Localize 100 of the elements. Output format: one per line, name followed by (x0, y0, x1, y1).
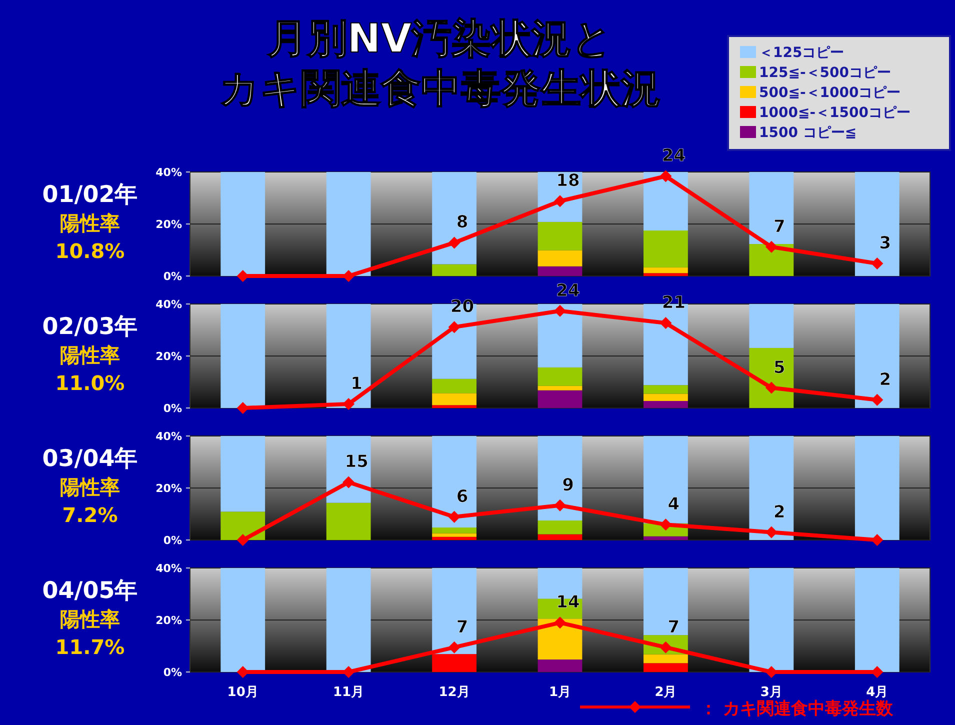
text: 7.2% (62, 503, 118, 527)
text: 陽性率 (60, 211, 120, 235)
bar (220, 568, 266, 672)
bar (326, 304, 371, 408)
bar (326, 568, 371, 672)
bar (854, 436, 900, 540)
bar (432, 536, 476, 540)
point (236, 534, 249, 546)
bar (432, 405, 476, 408)
bar (854, 568, 900, 672)
bar (854, 304, 900, 408)
y-tick-label: 40% (156, 166, 182, 179)
x-tick-label: 10月 (227, 685, 258, 700)
point (554, 304, 566, 317)
bar (538, 222, 582, 250)
point (765, 526, 778, 538)
bar (644, 230, 688, 268)
point (871, 394, 884, 406)
legend-label: 1000≦-＜1500コピー (759, 105, 910, 121)
data-label: 1 (350, 374, 362, 394)
point (342, 476, 355, 488)
text: 陽性率 (60, 475, 120, 499)
bar (432, 264, 476, 276)
text: 11.7% (55, 635, 125, 659)
data-label: 7 (774, 216, 786, 237)
chart-subtitle: カキ関連食中毒発生状況 (219, 66, 661, 112)
y-tick-label: 0% (163, 402, 182, 415)
data-label: 2 (774, 502, 786, 522)
data-label: 24 (662, 146, 686, 166)
text: 11.0% (55, 371, 125, 395)
bar (220, 436, 266, 512)
bar (538, 367, 582, 386)
bar (644, 172, 688, 230)
bar (644, 394, 688, 401)
legend-label: ＜125コピー (759, 45, 844, 61)
data-label: 9 (562, 475, 574, 496)
y-tick-label: 0% (163, 666, 182, 679)
bar (432, 533, 476, 537)
bar (432, 393, 476, 406)
text: 陽性率 (60, 343, 120, 367)
point (871, 258, 884, 270)
text: 陽性率 (60, 607, 120, 631)
text: 03/04年 (42, 446, 138, 472)
y-tick-label: 20% (156, 482, 182, 495)
point (448, 510, 460, 523)
bar (326, 436, 371, 503)
data-label: 24 (556, 280, 580, 301)
data-label: 3 (879, 234, 892, 254)
y-tick-label: 20% (156, 218, 182, 231)
point (236, 402, 249, 414)
point (448, 321, 460, 334)
bar (644, 663, 688, 672)
bar (538, 660, 582, 672)
y-tick-label: 20% (156, 350, 182, 363)
text: 04/05年 (42, 578, 138, 604)
bar (644, 400, 688, 408)
point (660, 170, 672, 182)
bar (432, 172, 476, 264)
text: 02/03年 (42, 314, 138, 340)
data-label: 8 (456, 212, 468, 233)
text: 10.8% (55, 239, 125, 263)
y-tick-label: 40% (156, 298, 182, 311)
bar (749, 172, 794, 244)
point (448, 236, 460, 249)
data-label: 6 (456, 486, 468, 507)
y-tick-label: 40% (156, 562, 182, 575)
bar (538, 250, 582, 266)
point (342, 398, 355, 410)
data-label: 21 (662, 293, 686, 314)
bar (749, 304, 794, 348)
x-tick-label: 12月 (438, 685, 470, 700)
bar (538, 304, 582, 368)
y-tick-label: 0% (163, 534, 182, 547)
data-label: 15 (344, 452, 368, 472)
legend-label: 1500 コピー≦ (759, 125, 857, 141)
x-tick-label: 4月 (866, 685, 888, 700)
legend-label: 125≦-＜500コピー (759, 65, 891, 81)
bar (749, 244, 794, 276)
bar (749, 348, 794, 408)
data-label: 7 (668, 617, 680, 638)
bar (538, 386, 582, 390)
bar (432, 378, 476, 394)
point (765, 240, 778, 253)
y-tick-label: 40% (156, 430, 182, 443)
bar (644, 568, 688, 636)
bar (326, 172, 371, 276)
bar (854, 172, 900, 276)
bar (432, 436, 476, 528)
bar (644, 273, 688, 276)
data-label: 14 (556, 592, 580, 613)
bar (749, 568, 794, 672)
bar (644, 267, 688, 274)
bar (538, 390, 582, 408)
bar (432, 568, 476, 654)
bar (644, 436, 688, 524)
data-label: 2 (879, 370, 892, 390)
point (554, 499, 566, 512)
x-tick-label: 1月 (548, 685, 572, 700)
point (871, 534, 884, 546)
x-tick-label: 11月 (333, 685, 364, 700)
